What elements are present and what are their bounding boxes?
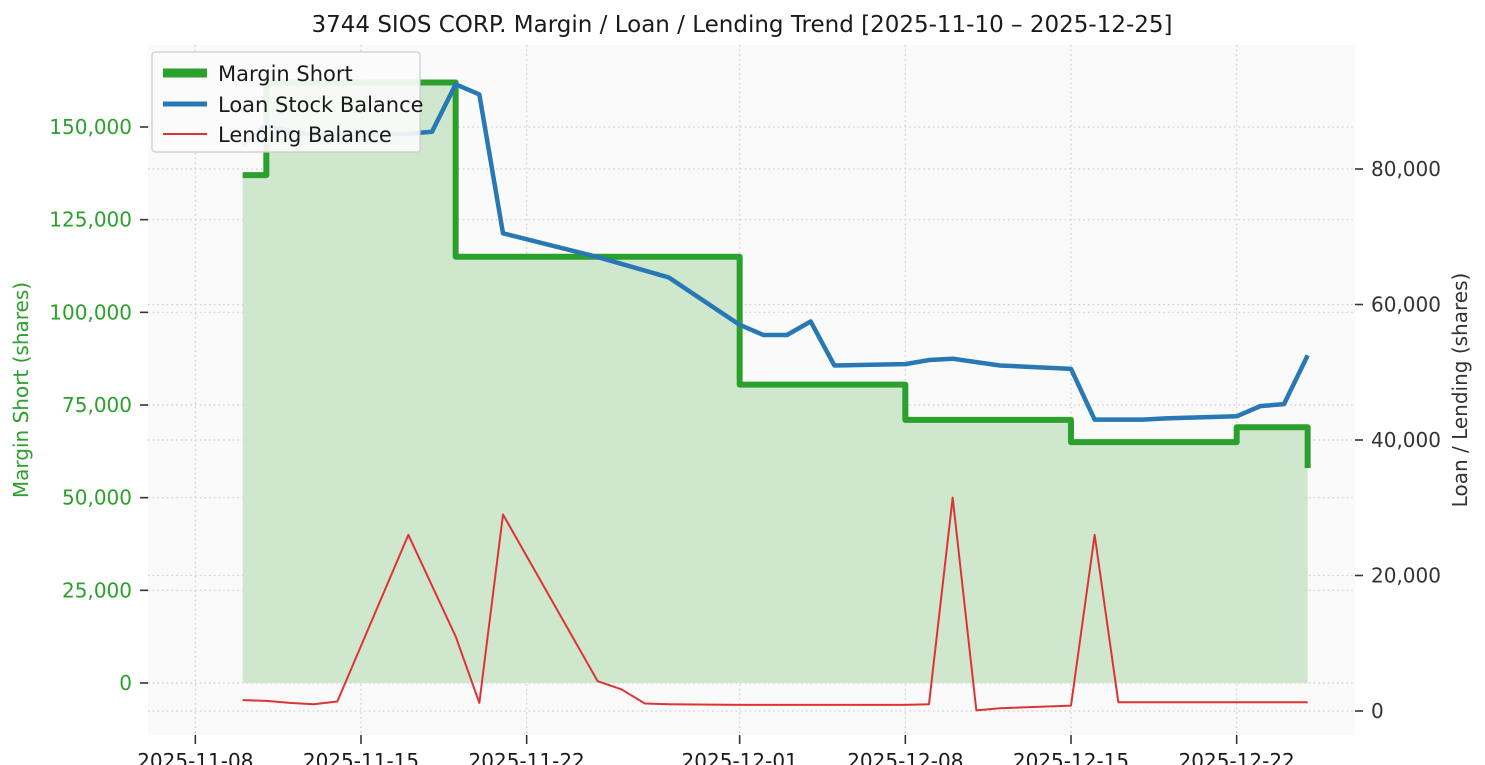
tick-label-y-left: 100,000 [49, 300, 132, 324]
tick-label-y-left: 125,000 [49, 208, 132, 232]
tick-label-x: 2025-11-08 [137, 749, 253, 765]
tick-label-x: 2025-12-15 [1013, 749, 1129, 765]
y-axis-right-ticks: 0 20,000 40,000 60,000 80,000 [1355, 157, 1441, 723]
y-axis-left-label: Margin Short (shares) [9, 282, 33, 498]
legend-background [151, 51, 421, 153]
tick-label-y-right: 40,000 [1371, 428, 1441, 452]
tick-label-x: 2025-12-01 [682, 749, 798, 765]
tick-label-y-right: 0 [1371, 699, 1384, 723]
chart-legend[interactable]: Margin Short Loan Stock Balance Lending … [151, 51, 424, 153]
y-axis-right-label: Loan / Lending (shares) [1448, 273, 1472, 508]
legend-label-margin-short: Margin Short [218, 62, 353, 86]
y-axis-left-ticks: 0 25,000 50,000 75,000 100,000 125,000 150,000 [49, 115, 148, 695]
tick-label-y-left: 75,000 [62, 393, 132, 417]
chart-title: 3744 SIOS CORP. Margin / Loan / Lending … [311, 12, 1172, 38]
tick-label-y-right: 20,000 [1371, 564, 1441, 588]
tick-label-y-left: 50,000 [62, 486, 132, 510]
tick-label-y-left: 150,000 [49, 115, 132, 139]
tick-label-x: 2025-12-08 [847, 749, 963, 765]
legend-label-lending-balance: Lending Balance [218, 123, 392, 147]
tick-label-x: 2025-11-22 [469, 749, 585, 765]
series-line-lending-balance [242, 496, 1308, 712]
x-axis-ticks: 2025-11-08 2025-11-15 2025-11-22 2025-12-01… [137, 735, 1295, 765]
tick-label-y-right: 80,000 [1371, 157, 1441, 181]
tick-label-x: 2025-12-22 [1179, 749, 1295, 765]
tick-label-y-left: 0 [119, 671, 132, 695]
tick-label-x: 2025-11-15 [303, 749, 419, 765]
tick-label-y-right: 60,000 [1371, 293, 1441, 317]
legend-label-loan-stock-balance: Loan Stock Balance [218, 93, 424, 117]
tick-label-y-left: 25,000 [62, 578, 132, 602]
area-fill-margin-short [242, 82, 1308, 683]
